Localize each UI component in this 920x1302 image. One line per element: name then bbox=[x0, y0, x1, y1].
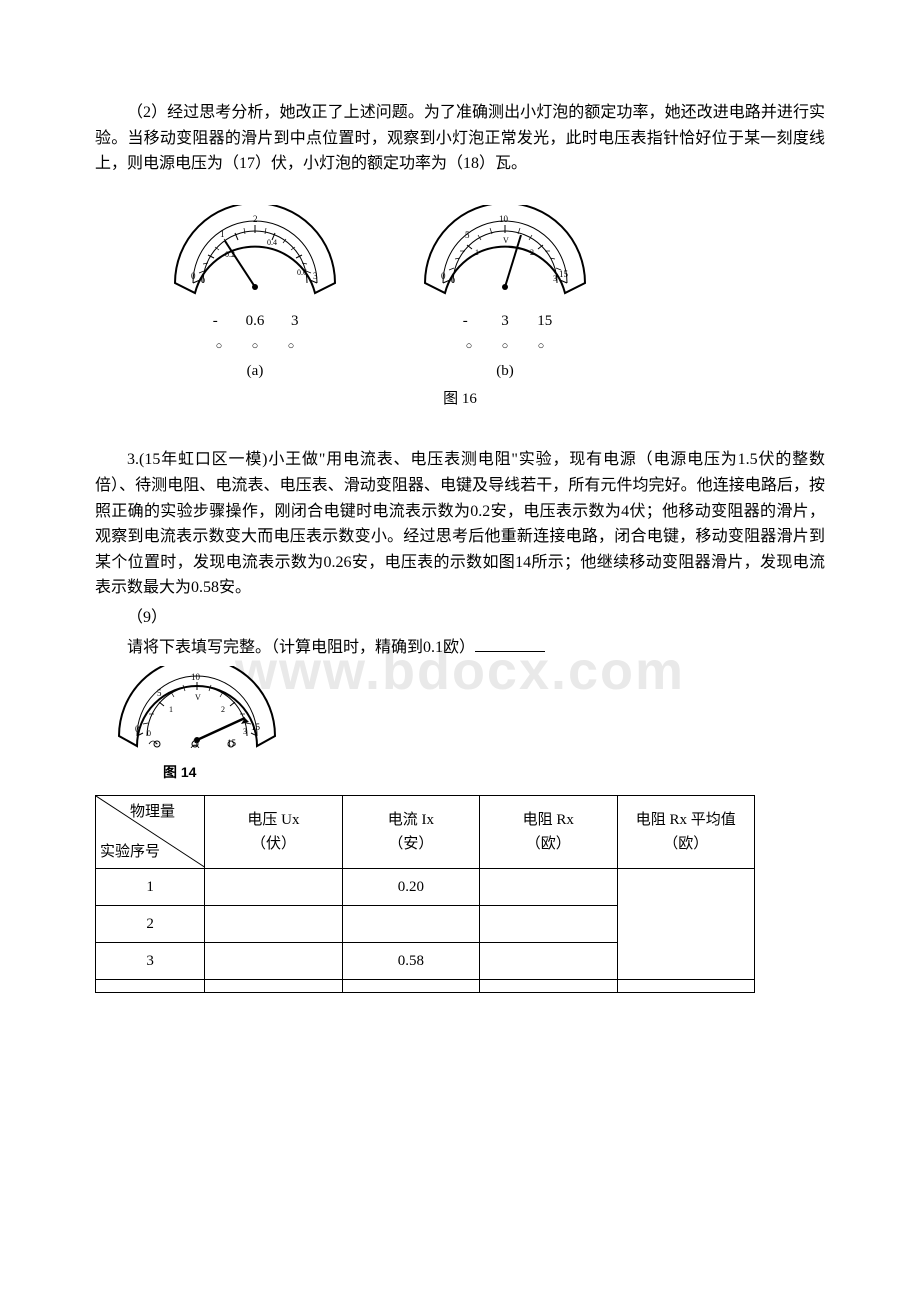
table-prompt: 请将下表填写完整。（计算电阻时，精确到0.1欧） bbox=[95, 635, 825, 661]
svg-text:0: 0 bbox=[441, 271, 446, 281]
svg-text:3: 3 bbox=[243, 727, 247, 736]
svg-text:0: 0 bbox=[451, 276, 455, 285]
header-diag-bottom: 实验序号 bbox=[100, 840, 160, 864]
svg-text:10: 10 bbox=[499, 214, 509, 224]
svg-text:1: 1 bbox=[220, 229, 225, 239]
meter-b-terminals: - 3 15 ○○○ bbox=[415, 309, 595, 357]
svg-text:3: 3 bbox=[553, 274, 557, 283]
scale-top-0: 0 bbox=[191, 271, 196, 281]
meter-b-block: 0 5 10 15 0 1 V 2 3 - 3 15 ○○○ bbox=[415, 205, 595, 384]
svg-text:V: V bbox=[195, 693, 201, 702]
col-header-i: 电流 Ix （安） bbox=[342, 796, 479, 869]
svg-text:1: 1 bbox=[169, 705, 173, 714]
svg-text:0: 0 bbox=[147, 729, 151, 738]
table-header-diagonal: 物理量 实验序号 bbox=[96, 796, 204, 868]
table-row bbox=[96, 980, 755, 993]
table-row: 1 0.20 bbox=[96, 869, 755, 906]
meter-b-caption: (b) bbox=[415, 359, 595, 383]
figure-14-meter: 0 5 10 15 0 1 V 2 3 -315 bbox=[107, 666, 825, 757]
col-header-r: 电阻 Rx （欧） bbox=[480, 796, 617, 869]
svg-text:15: 15 bbox=[251, 722, 261, 732]
ammeter-icon: 0 1 2 3 0 0.2 0.4 0.6 bbox=[165, 205, 345, 295]
voltmeter-small-icon: 0 5 10 15 0 1 V 2 3 -315 bbox=[107, 666, 287, 748]
svg-text:1: 1 bbox=[475, 248, 479, 257]
paragraph-q2: （2）经过思考分析，她改正了上述问题。为了准确测出小灯泡的额定功率，她还改进电路… bbox=[95, 100, 825, 177]
paragraph-q3: 3.(15年虹口区一模)小王做"用电流表、电压表测电阻"实验，现有电源（电源电压… bbox=[95, 447, 825, 601]
figure-16-label: 图 16 bbox=[95, 387, 825, 411]
svg-text:10: 10 bbox=[191, 672, 201, 682]
meter-a-block: 0 1 2 3 0 0.2 0.4 0.6 - 0.6 3 bbox=[165, 205, 345, 384]
svg-text:2: 2 bbox=[253, 214, 258, 224]
meter-a-caption: (a) bbox=[165, 359, 345, 383]
svg-text:15: 15 bbox=[559, 269, 569, 279]
cell-ravg bbox=[617, 869, 754, 980]
volt-unit: V bbox=[503, 236, 509, 245]
svg-text:0: 0 bbox=[135, 724, 140, 734]
blank-fill-line[interactable] bbox=[475, 635, 545, 652]
svg-text:2: 2 bbox=[530, 248, 534, 257]
svg-text:5: 5 bbox=[157, 688, 162, 698]
col-header-u: 电压 Ux （伏） bbox=[205, 796, 342, 869]
voltmeter-icon: 0 5 10 15 0 1 V 2 3 bbox=[415, 205, 595, 295]
svg-text:0.4: 0.4 bbox=[267, 238, 277, 247]
table-prompt-text: 请将下表填写完整。（计算电阻时，精确到0.1欧） bbox=[127, 639, 475, 656]
svg-text:0.6: 0.6 bbox=[297, 268, 307, 277]
svg-text:0: 0 bbox=[201, 276, 205, 285]
svg-text:5: 5 bbox=[465, 230, 470, 240]
figure-16-meters: 0 1 2 3 0 0.2 0.4 0.6 - 0.6 3 bbox=[165, 205, 825, 384]
meter-a-terminals: - 0.6 3 ○○○ bbox=[165, 309, 345, 357]
figure-14-label: 图 14 bbox=[163, 761, 825, 783]
label-9: （9） bbox=[95, 605, 825, 631]
svg-text:3: 3 bbox=[313, 271, 318, 281]
experiment-table: 物理量 实验序号 电压 Ux （伏） 电流 Ix （安） 电阻 Rx （欧） bbox=[95, 795, 755, 993]
col-header-ravg: 电阻 Rx 平均值 （欧） bbox=[617, 796, 754, 869]
svg-text:2: 2 bbox=[221, 705, 225, 714]
header-diag-top: 物理量 bbox=[130, 800, 175, 824]
